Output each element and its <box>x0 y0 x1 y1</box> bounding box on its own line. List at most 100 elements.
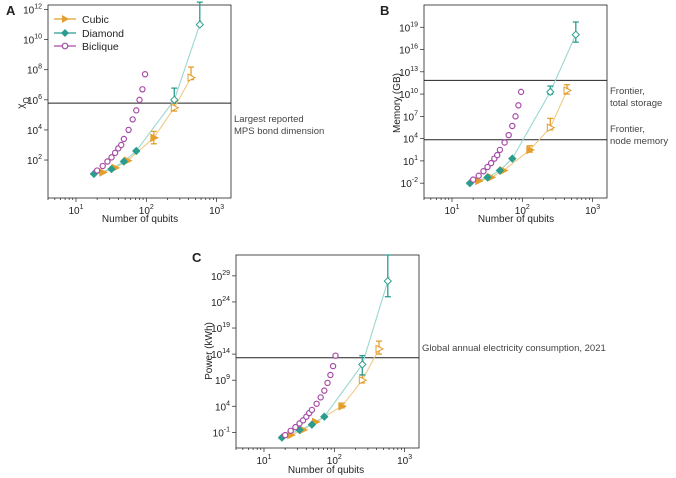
xlabel-a: Number of qubits <box>102 214 178 225</box>
data-point-biclique <box>139 86 146 93</box>
x-tick-label: 102 <box>515 204 530 217</box>
data-point-biclique <box>99 162 106 170</box>
data-point-biclique <box>324 379 331 387</box>
legend-cubic-label: Cubic <box>82 14 109 26</box>
annotation-b1-line1: Frontier, <box>610 86 645 97</box>
data-point-biclique <box>120 135 128 143</box>
legend: Cubic Diamond Biclique <box>54 14 124 53</box>
y-tick-label: 106 <box>27 94 42 107</box>
x-tick-label: 102 <box>327 454 342 467</box>
x-tick-label: 102 <box>139 204 154 217</box>
data-point-biclique <box>515 102 522 109</box>
y-tick-label: 10-1 <box>213 426 230 439</box>
ylabel-b: Memory (GB) <box>392 73 403 133</box>
data-point-biclique <box>517 88 525 96</box>
data-point-biclique <box>505 131 512 139</box>
panel-a: A Number of qubits χQ Largest reported M… <box>6 3 324 225</box>
data-point-biclique <box>494 151 501 159</box>
legend-biclique-marker <box>61 42 69 50</box>
annotation-a-line1: Largest reported <box>234 114 304 125</box>
data-point-diamond <box>483 173 492 182</box>
data-point-diamond <box>508 154 517 163</box>
data-point-biclique <box>141 71 149 78</box>
data-point-biclique <box>317 394 324 401</box>
annotation-c: Global annual electricity consumption, 2… <box>422 343 606 354</box>
x-tick-label: 101 <box>68 204 83 217</box>
panel-b: B Number of qubits Memory (GB) Frontier,… <box>380 3 668 225</box>
legend-biclique-label: Biclique <box>82 41 119 53</box>
plot-a: 101 102 103 102 104 106 108 1010 1012 <box>23 1 231 217</box>
y-tick-label: 104 <box>215 400 230 413</box>
y-tick-label: 10-2 <box>401 177 418 190</box>
data-point-cubic <box>170 103 180 113</box>
plot-frame-b <box>423 4 608 199</box>
data-point-diamond <box>358 360 367 369</box>
data-point-biclique <box>313 400 320 407</box>
data-point-biclique <box>93 167 101 174</box>
data-point-biclique <box>292 423 299 431</box>
data-point-cubic <box>187 73 197 82</box>
data-point-biclique <box>487 159 495 167</box>
data-point-biclique <box>469 176 477 183</box>
xlabel-c: Number of qubits <box>288 465 364 476</box>
y-tick-label: 102 <box>27 154 42 167</box>
data-point-diamond <box>571 30 581 39</box>
y-tick-label: 1019 <box>399 21 418 34</box>
legend-cubic-marker <box>62 15 69 23</box>
data-point-biclique <box>308 406 316 414</box>
data-point-biclique <box>480 168 487 175</box>
xlabel-b: Number of qubits <box>478 214 554 225</box>
data-point-diamond <box>132 146 141 156</box>
data-point-biclique <box>496 146 504 154</box>
y-tick-label: 101 <box>403 155 418 168</box>
data-point-cubic <box>375 344 385 354</box>
data-point-biclique <box>108 154 115 161</box>
y-tick-label: 109 <box>215 374 230 387</box>
panel-letter-c: C <box>192 250 202 265</box>
data-point-biclique <box>118 141 125 149</box>
y-tick-label: 1014 <box>211 348 230 361</box>
data-point-diamond <box>546 87 555 97</box>
data-point-biclique <box>281 431 289 439</box>
annotation-b2-line1: Frontier, <box>610 124 645 135</box>
data-point-biclique <box>475 172 482 179</box>
data-point-diamond <box>119 157 129 166</box>
y-tick-label: 108 <box>27 64 42 77</box>
data-point-cubic <box>563 86 573 95</box>
y-tick-label: 1029 <box>211 270 230 283</box>
ylabel-a: χQ <box>16 97 31 108</box>
data-point-cubic <box>150 133 159 143</box>
y-tick-label: 1010 <box>23 34 42 47</box>
data-point-biclique <box>129 116 136 123</box>
legend-diamond-label: Diamond <box>82 28 124 40</box>
data-point-cubic <box>526 145 535 155</box>
data-point-cubic <box>358 375 368 385</box>
y-tick-label: 1019 <box>211 322 230 335</box>
x-tick-label: 103 <box>209 204 224 217</box>
data-point-biclique <box>329 362 337 370</box>
plot-frame-c <box>235 254 420 449</box>
panel-c: C Number of qubits Power (kWh) Global an… <box>192 250 606 476</box>
data-point-biclique <box>321 387 328 394</box>
data-point-biclique <box>111 149 119 157</box>
data-point-biclique <box>501 139 508 146</box>
data-point-biclique <box>509 122 516 130</box>
data-point-biclique <box>512 113 519 120</box>
data-point-diamond <box>383 276 393 286</box>
y-tick-label: 104 <box>403 133 418 146</box>
data-point-biclique <box>287 427 294 434</box>
x-tick-label: 103 <box>397 454 412 467</box>
data-point-diamond <box>170 95 179 105</box>
y-tick-label: 1010 <box>399 88 418 101</box>
y-tick-label: 1012 <box>23 4 42 17</box>
plot-b: 101 102 103 10-2 101 104 107 1010 1013 1016 1019 <box>399 21 607 217</box>
x-tick-label: 101 <box>444 204 459 217</box>
data-point-biclique <box>327 371 334 379</box>
data-point-diamond <box>495 166 505 175</box>
data-point-diamond <box>320 412 329 421</box>
data-point-diamond <box>307 420 317 429</box>
y-tick-label: 104 <box>27 124 42 137</box>
annotation-b2-line2: node memory <box>610 136 668 147</box>
x-tick-label: 101 <box>256 454 271 467</box>
